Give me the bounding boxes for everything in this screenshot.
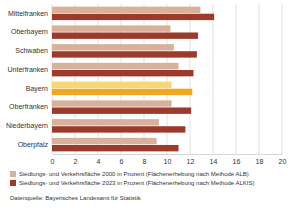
tick-label: 2: [74, 158, 78, 165]
legend-swatch: [10, 171, 16, 177]
tick-label: Bayern: [26, 85, 48, 93]
tick: 2: [74, 154, 78, 165]
tick-label: 16: [233, 158, 241, 165]
tick-label: 0: [51, 158, 55, 165]
tick: 18: [256, 154, 264, 165]
axis-line: [53, 154, 283, 155]
chart: 0 2 4 6 8 10 12 14 16 18 20 Mittelfranken Oberbayern…: [0, 0, 292, 218]
tick: Mittelfranken: [8, 10, 52, 17]
tick: Unterfranken: [8, 66, 52, 73]
tick-label: Oberfranken: [9, 103, 48, 110]
tick-label: Mittelfranken: [8, 10, 48, 17]
tick: 10: [164, 154, 172, 165]
bar: [52, 51, 197, 57]
bars: [52, 7, 214, 152]
tick-label: 14: [210, 158, 218, 165]
bar: [52, 7, 200, 13]
tick-label: 12: [187, 158, 195, 165]
grid-line: [190, 4, 191, 154]
tick-label: 4: [97, 158, 101, 165]
y-axis: Mittelfranken Oberbayern Schwaben Unterfran…: [6, 5, 53, 155]
tick: Schwaben: [15, 47, 52, 54]
grid: [52, 4, 282, 154]
bar: [52, 25, 170, 31]
tick: 16: [233, 154, 241, 165]
bar: [52, 119, 159, 125]
tick-label: 8: [143, 158, 147, 165]
plot: 0 2 4 6 8 10 12 14 16 18 20 Mittelfranken Oberbayern…: [6, 4, 287, 165]
bar: [52, 32, 198, 38]
bar: [52, 14, 214, 20]
grid-line: [259, 4, 260, 154]
grid-line: [282, 4, 283, 154]
tick: 4: [97, 154, 101, 165]
tick-label: Unterfranken: [8, 66, 49, 73]
bar: [52, 126, 185, 132]
tick-label: 6: [120, 158, 124, 165]
bar: [52, 70, 193, 76]
legend: Siedlungs- und Verkehrsfläche 2000 in Pr…: [10, 171, 255, 186]
tick: Oberpfalz: [18, 141, 52, 149]
tick-label: 18: [256, 158, 264, 165]
legend-label: Siedlungs- und Verkehrsfläche 2000 in Pr…: [19, 171, 249, 177]
tick-label: Schwaben: [15, 47, 48, 54]
bar: [52, 100, 172, 106]
bar: [52, 145, 179, 151]
tick: Oberbayern: [11, 28, 52, 36]
tick-label: Oberpfalz: [18, 141, 49, 149]
tick: 20: [279, 154, 287, 165]
series: [52, 14, 214, 152]
tick: Oberfranken: [9, 103, 52, 110]
axis-line: [52, 5, 53, 155]
grid-line: [236, 4, 237, 154]
bar: [52, 82, 172, 88]
tick: Bayern: [26, 85, 52, 93]
tick-label: 20: [279, 158, 287, 165]
source-note: Datenquelle: Bayerisches Landesamt für S…: [10, 195, 142, 201]
tick-label: Oberbayern: [11, 28, 48, 36]
bar: [52, 107, 191, 113]
tick: Niederbayern: [6, 122, 52, 130]
bar: [52, 44, 174, 50]
bar: [52, 89, 192, 95]
legend-swatch: [10, 180, 16, 186]
series: [52, 7, 200, 145]
tick-label: 10: [164, 158, 172, 165]
x-axis: 0 2 4 6 8 10 12 14 16 18 20: [51, 154, 287, 165]
bar: [52, 63, 179, 69]
bar: [52, 138, 157, 144]
tick-label: Niederbayern: [6, 122, 48, 130]
tick: 6: [120, 154, 124, 165]
grid-line: [213, 4, 214, 154]
legend-label: Siedlungs- und Verkehrsfläche 2023 in Pr…: [19, 180, 255, 186]
tick: 8: [143, 154, 147, 165]
tick: 14: [210, 154, 218, 165]
tick: 0: [51, 154, 55, 165]
tick: 12: [187, 154, 195, 165]
